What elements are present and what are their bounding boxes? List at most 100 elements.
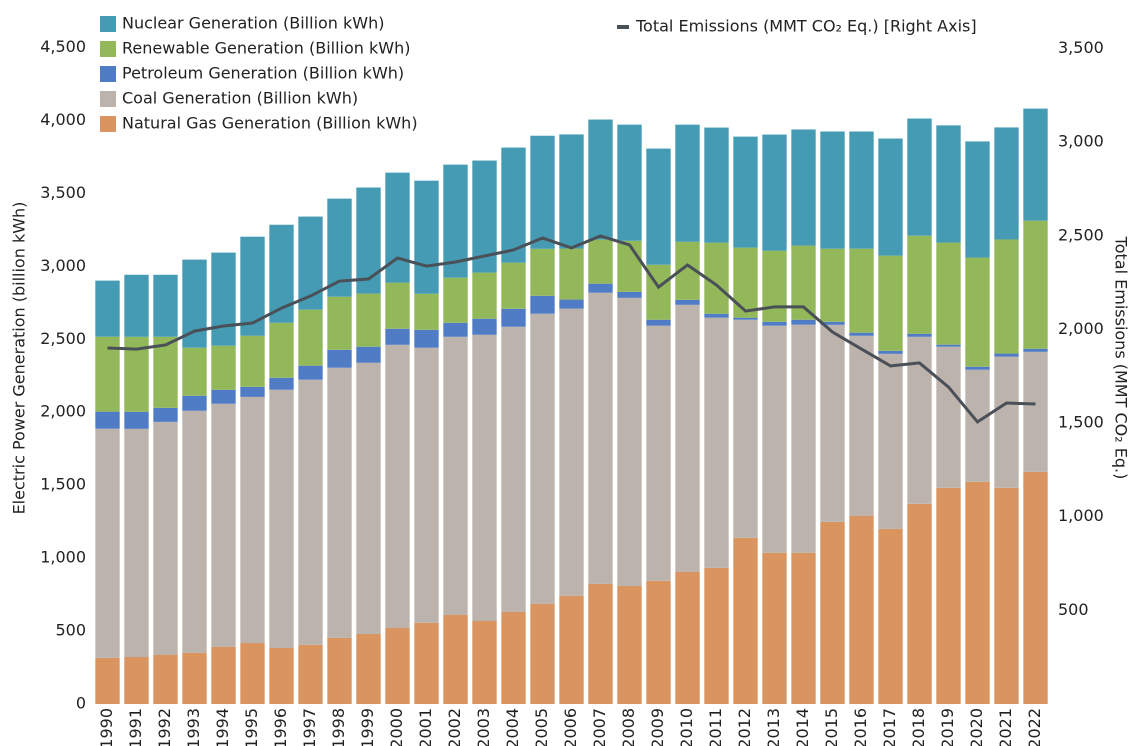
x-tick-label: 1992 (155, 708, 174, 746)
bar-segment (211, 389, 236, 404)
bar-segment (153, 421, 178, 655)
bar-segment (530, 295, 555, 314)
bar-segment (907, 118, 932, 236)
bar-segment (240, 643, 265, 704)
bar-segment (240, 396, 265, 644)
bar-segment (240, 335, 265, 387)
x-tick-label: 1996 (271, 708, 290, 746)
y-tick-label: 500 (55, 621, 86, 640)
bar-segment (124, 411, 149, 429)
bar-segment (153, 274, 178, 337)
bar-segment (965, 257, 990, 367)
y-tick-label: 0 (76, 694, 86, 713)
bar-segment (298, 644, 323, 704)
bar-segment (617, 291, 642, 298)
bar-segment (501, 611, 526, 704)
x-tick-label: 1999 (358, 708, 377, 746)
bar-segment (182, 395, 207, 411)
bar-segment (820, 248, 845, 322)
bar-segment (472, 318, 497, 335)
bar-segment (791, 129, 816, 246)
bar-segment (385, 344, 410, 628)
x-tick-label: 2005 (532, 708, 551, 746)
bar-segment (965, 481, 990, 704)
bar-segment (414, 180, 439, 294)
bar-segment (298, 216, 323, 310)
bar-segment (646, 580, 671, 704)
bar-segment (588, 292, 613, 584)
bar-segment (965, 366, 990, 370)
bar-segment (617, 240, 642, 292)
x-tick-label: 1990 (97, 708, 116, 746)
bar-segment (820, 521, 845, 704)
bar-segment (356, 633, 381, 704)
bar-segment (530, 313, 555, 604)
y-tick-label: 3,000 (40, 256, 86, 275)
bar-segment (559, 248, 584, 300)
bar-segment (472, 272, 497, 319)
x-tick-label: 1998 (329, 708, 348, 746)
bar-segment (733, 317, 758, 320)
legend-label: Total Emissions (MMT CO₂ Eq.) [Right Axi… (635, 17, 977, 36)
bar-segment (124, 657, 149, 704)
bar-segment (762, 134, 787, 251)
legend-swatch (100, 41, 116, 57)
bar-segment (675, 124, 700, 242)
bar-segment (240, 236, 265, 336)
legend-swatch (100, 66, 116, 82)
x-tick-label: 2022 (1025, 708, 1044, 746)
bar-segment (791, 552, 816, 704)
bar-segment (936, 487, 961, 704)
bar-segment (733, 247, 758, 318)
bar-segment (472, 334, 497, 621)
y-tick-label: 1,500 (40, 475, 86, 494)
bar-segment (414, 293, 439, 330)
bar-segment (385, 627, 410, 704)
bar-segment (559, 299, 584, 309)
x-tick-label: 2010 (677, 708, 696, 746)
bar-segment (704, 127, 729, 243)
x-tick-label: 2018 (909, 708, 928, 746)
x-tick-label: 2007 (590, 708, 609, 746)
bar-segment (95, 411, 120, 429)
bar-segment (1023, 108, 1048, 221)
y2-tick-label: 2,000 (1058, 319, 1104, 338)
bar-segment (1023, 471, 1048, 704)
legend-label: Renewable Generation (Billion kWh) (122, 39, 410, 58)
y-axis-title: Electric Power Generation (billion kWh) (10, 202, 29, 515)
bar-segment (559, 134, 584, 249)
bar-segment (327, 296, 352, 350)
bar-segment (878, 528, 903, 704)
bar-segment (878, 353, 903, 529)
y-tick-label: 4,000 (40, 110, 86, 129)
bar-segment (617, 124, 642, 241)
legend-swatch (100, 16, 116, 32)
bar-segment (675, 299, 700, 305)
emissions-line (107, 234, 1036, 424)
bar-segment (269, 389, 294, 648)
bar-segment (211, 345, 236, 390)
y-tick-label: 4,500 (40, 37, 86, 56)
bar-segment (994, 356, 1019, 488)
bar-segment (327, 367, 352, 638)
legend-label: Natural Gas Generation (Billion kWh) (122, 114, 418, 133)
bar-segment (617, 585, 642, 704)
x-tick-label: 2017 (880, 708, 899, 746)
x-tick-label: 1994 (213, 708, 232, 746)
x-tick-label: 2019 (938, 708, 957, 746)
bar-segment (704, 313, 729, 318)
bar-segment (559, 595, 584, 704)
bar-segment (936, 346, 961, 488)
bar-segment (617, 297, 642, 586)
x-tick-label: 2000 (387, 708, 406, 746)
x-tick-label: 2011 (706, 708, 725, 746)
bar-segment (704, 567, 729, 704)
bar-segment (1023, 348, 1048, 352)
x-tick-label: 2008 (619, 708, 638, 746)
bar-segment (298, 309, 323, 366)
y-tick-label: 1,000 (40, 548, 86, 567)
bar-segment (530, 248, 555, 296)
bar-segment (762, 325, 787, 553)
bar-segment (443, 322, 468, 337)
